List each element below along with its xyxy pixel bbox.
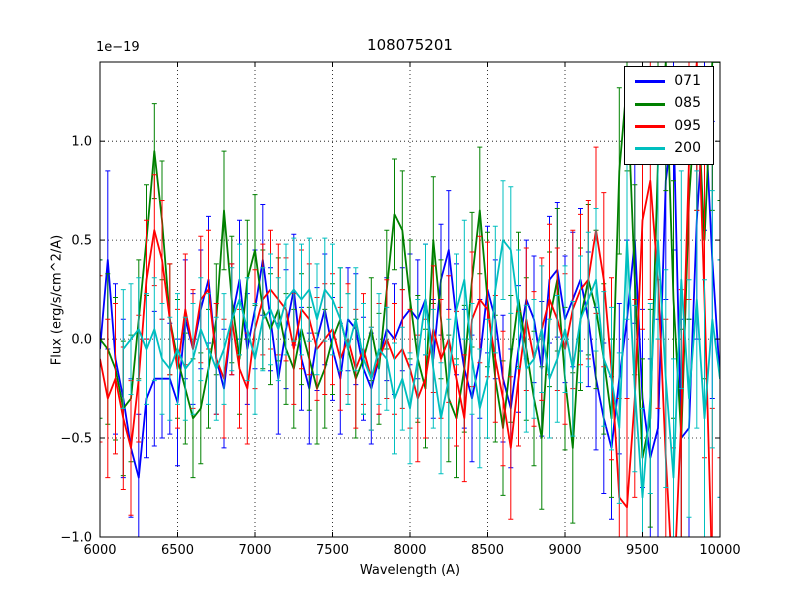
series-line-200: [122, 239, 720, 499]
legend-item-071: 071: [635, 73, 701, 89]
x-tick-label: 7000: [238, 543, 271, 558]
legend-label-200: 200: [674, 140, 701, 157]
x-tick-label: 6500: [161, 543, 194, 558]
y-tick-label: 1.0: [71, 135, 92, 150]
x-tick-label: 10000: [699, 543, 740, 558]
x-tick-label: 7500: [316, 543, 349, 558]
y-tick-label: 0.0: [71, 333, 92, 348]
legend-line-071: [635, 80, 666, 84]
x-tick-label: 9500: [626, 543, 659, 558]
x-tick-label: 8500: [471, 543, 504, 558]
y-tick-label: −0.5: [60, 432, 92, 447]
legend-line-095: [635, 124, 666, 128]
legend-item-095: 095: [635, 117, 701, 134]
chart-title: 108075201: [367, 36, 453, 54]
legend-label-071: 071: [674, 73, 701, 89]
legend-item-085: 085: [635, 95, 701, 112]
y-tick-label: −1.0: [60, 531, 92, 546]
legend-label-095: 095: [674, 117, 701, 134]
y-axis-label: Flux (erg/s/cm^2/A): [49, 234, 65, 366]
legend-line-085: [635, 102, 666, 106]
x-tick-label: 6000: [83, 543, 116, 558]
legend-label-085: 085: [674, 95, 701, 112]
legend-item-200: 200: [635, 140, 701, 157]
x-axis-label: Wavelength (A): [359, 563, 461, 578]
y-axis-offset-label: 1e−19: [96, 40, 140, 55]
x-tick-label: 9000: [548, 543, 581, 558]
legend: 071 085 095 200: [624, 66, 714, 165]
x-tick-label: 8000: [393, 543, 426, 558]
legend-line-200: [635, 147, 666, 151]
y-tick-label: 0.5: [71, 234, 92, 249]
series-line-085: [100, 62, 720, 459]
